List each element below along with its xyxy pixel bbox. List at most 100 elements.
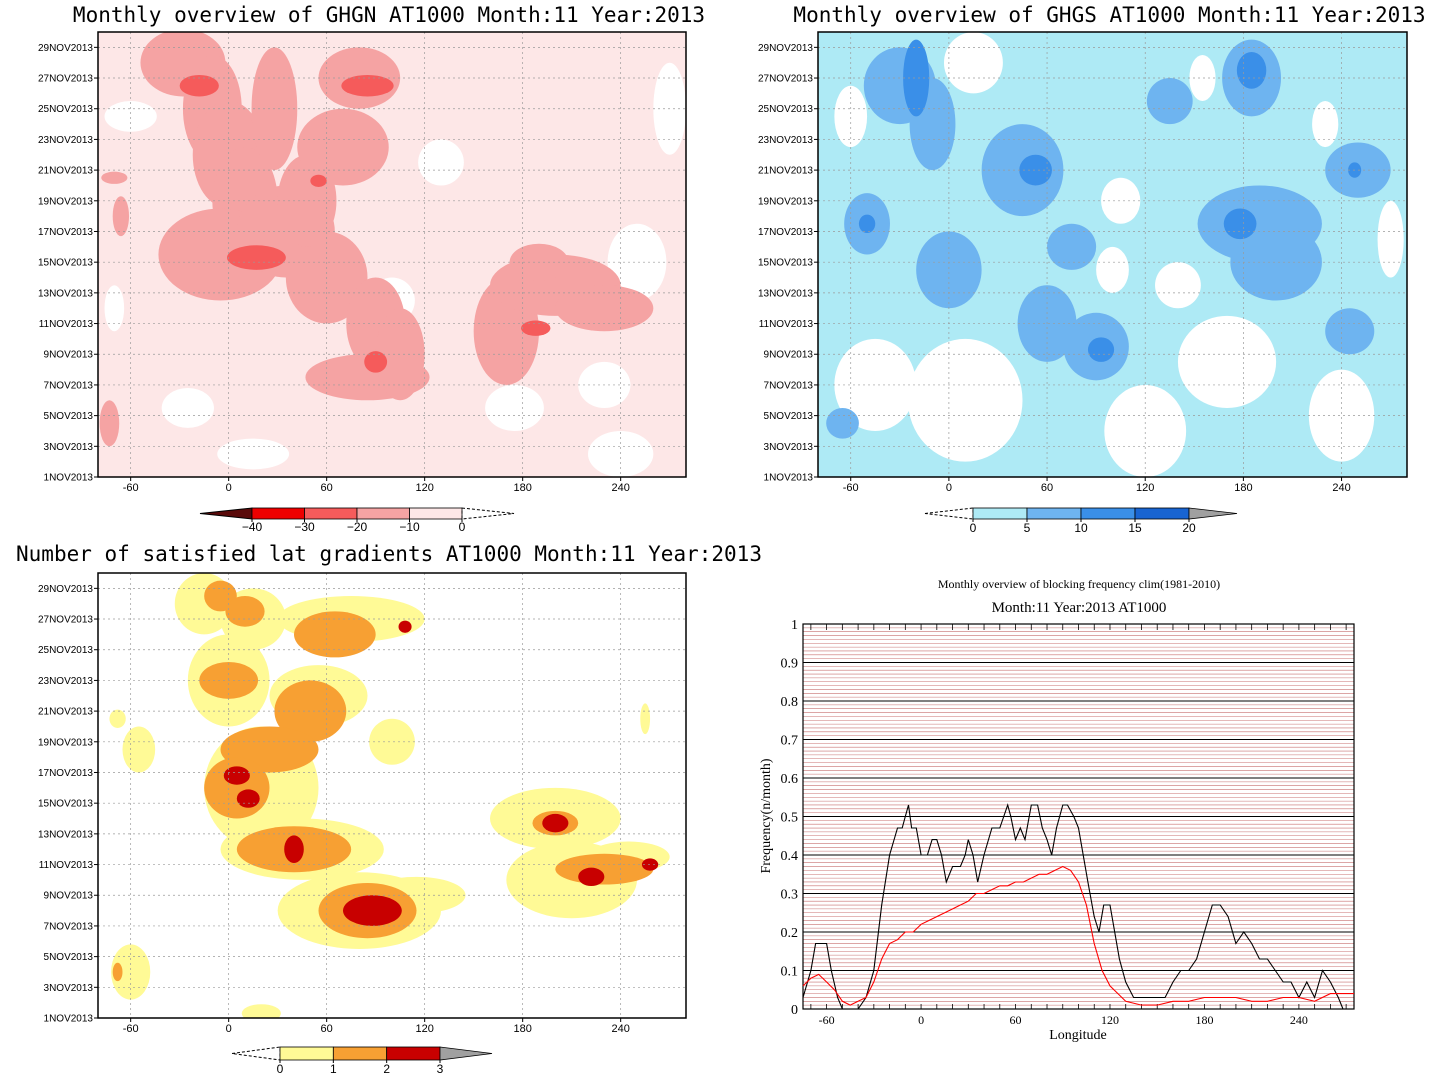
clear-patch — [834, 85, 868, 148]
colorbar-box — [356, 507, 410, 520]
contour-level-2 — [112, 962, 123, 982]
clear-patch — [607, 223, 667, 301]
colorbar-extend-low — [199, 507, 253, 520]
y-tick-label: 0.7 — [781, 734, 799, 749]
x-tick-label: -60 — [819, 1013, 835, 1027]
colorbar-label: 2 — [383, 1062, 390, 1076]
y-tick-label: 1NOV2013 — [764, 473, 814, 484]
y-tick-label: 23NOV2013 — [38, 135, 93, 146]
colorbar-box — [304, 507, 358, 520]
contour-level-2 — [1325, 308, 1375, 355]
x-tick-label: 0 — [226, 1023, 232, 1035]
y-tick-label: 23NOV2013 — [38, 676, 93, 687]
contour-level-2 — [101, 171, 128, 184]
y-tick-label: 0.5 — [781, 811, 799, 826]
series-line-black — [802, 803, 1344, 1010]
contour-level-2 — [225, 596, 265, 627]
y-tick-label: 11NOV2013 — [39, 860, 94, 871]
y-tick-label: 15NOV2013 — [758, 258, 813, 269]
clear-patch — [217, 438, 290, 470]
line-chart-title: Monthly overview of blocking frequency c… — [938, 577, 1220, 591]
y-tick-label: 21NOV2013 — [38, 707, 93, 718]
colorbar-box — [409, 507, 463, 520]
y-tick-label: 5NOV2013 — [764, 411, 814, 422]
x-tick-label: 60 — [321, 482, 333, 494]
contour-level-3 — [1223, 208, 1257, 240]
clear-patch — [1377, 200, 1404, 278]
x-tick-label: 180 — [1195, 1013, 1213, 1027]
contour-level-2 — [99, 400, 120, 447]
contour-level-2 — [112, 196, 130, 237]
y-tick-label: 19NOV2013 — [38, 737, 93, 748]
y-tick-label: 29NOV2013 — [38, 43, 93, 54]
y-tick-label: 5NOV2013 — [44, 952, 94, 963]
colorbar-extend-low — [231, 1046, 281, 1061]
y-tick-label: 1 — [791, 618, 798, 633]
contour-level-3 — [521, 320, 551, 336]
x-tick-label: 60 — [321, 1023, 333, 1035]
y-tick-label: 3NOV2013 — [44, 442, 94, 453]
contour-level-3 — [1019, 154, 1052, 186]
y-tick-label: 0.2 — [781, 926, 799, 941]
y-tick-label: 25NOV2013 — [38, 104, 93, 115]
contour-level-3 — [858, 214, 876, 234]
contour-level-2 — [916, 231, 982, 309]
contour-level-2 — [1047, 223, 1097, 270]
contour-level-2 — [826, 407, 859, 439]
colorbar: 0 1 2 3 — [231, 1046, 493, 1076]
clear-patch — [1104, 384, 1187, 477]
contour-level-3 — [284, 835, 304, 864]
colorbar-label: −20 — [347, 520, 368, 534]
contour-level-2 — [1230, 223, 1322, 301]
colorbar-extend-high — [461, 507, 515, 520]
clear-patch — [1155, 262, 1201, 309]
colorbar-label: 1 — [330, 1062, 337, 1076]
x-tick-label: 240 — [1332, 482, 1350, 494]
y-tick-label: 3NOV2013 — [764, 442, 814, 453]
contour-level-2 — [297, 108, 389, 186]
clear-patch — [943, 32, 1003, 94]
line-chart-subtitle: Month:11 Year:2013 AT1000 — [992, 600, 1167, 616]
contour-level-2 — [274, 680, 347, 742]
y-tick-label: 0.9 — [781, 657, 799, 672]
clear-patch — [1177, 315, 1277, 408]
x-tick-label: 120 — [1101, 1013, 1119, 1027]
x-tick-label: -60 — [123, 482, 139, 494]
colorbar-box — [1080, 507, 1136, 520]
series-line-red — [802, 865, 1354, 1006]
heatmap-panel-1: Monthly overview of GHGN AT1000 Month:11… — [38, 3, 705, 534]
y-tick-label: 1NOV2013 — [44, 473, 94, 484]
y-tick-label: 13NOV2013 — [758, 288, 813, 299]
contour-level-3 — [1087, 337, 1115, 362]
line-chart-panel: Monthly overview of blocking frequency c… — [759, 577, 1355, 1043]
contour-level-3 — [364, 351, 388, 373]
y-tick-label: 0.6 — [781, 772, 799, 787]
contour-level-1 — [109, 709, 126, 728]
y-tick-label: 0.4 — [781, 849, 799, 864]
colorbar-box — [279, 1046, 334, 1061]
clear-patch — [104, 285, 125, 332]
contour-level-3 — [310, 174, 327, 187]
colorbar-label: −10 — [399, 520, 420, 534]
y-tick-label: 0.8 — [781, 695, 799, 710]
y-tick-label: 15NOV2013 — [38, 258, 93, 269]
y-tick-label: 27NOV2013 — [758, 74, 813, 85]
x-tick-label: -60 — [123, 1023, 139, 1035]
contour-level-2 — [294, 611, 376, 658]
contour-level-2 — [555, 853, 654, 885]
y-tick-label: 13NOV2013 — [38, 829, 93, 840]
clear-patch — [485, 384, 544, 431]
panel-title: Number of satisfied lat gradients AT1000… — [16, 542, 762, 566]
colorbar-extend-low — [924, 507, 974, 520]
x-tick-label: 240 — [611, 1023, 629, 1035]
x-tick-label: 60 — [1010, 1013, 1022, 1027]
y-tick-label: 23NOV2013 — [758, 135, 813, 146]
contour-level-1 — [241, 1004, 281, 1018]
y-tick-label: 29NOV2013 — [38, 584, 93, 595]
colorbar-box — [386, 1046, 441, 1061]
y-tick-label: 3NOV2013 — [44, 983, 94, 994]
colorbar-box — [972, 507, 1028, 520]
contour-level-3 — [903, 39, 930, 117]
y-tick-label: 15NOV2013 — [38, 799, 93, 810]
colorbar-label: 5 — [1024, 521, 1031, 535]
